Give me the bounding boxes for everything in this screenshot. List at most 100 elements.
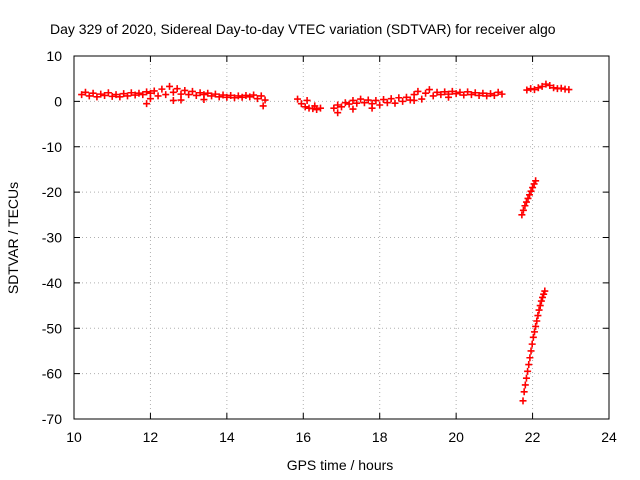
data-point (301, 103, 309, 111)
data-point (541, 287, 549, 295)
data-point (530, 328, 538, 336)
x-axis-label: GPS time / hours (287, 457, 394, 473)
data-point (303, 96, 311, 104)
y-axis-label: SDTVAR / TECUs (5, 182, 21, 294)
data-point (530, 86, 538, 94)
data-point (376, 101, 384, 109)
data-point (395, 94, 403, 102)
x-tick-label: 18 (372, 429, 388, 445)
data-point (422, 89, 430, 97)
data-point (112, 91, 120, 99)
data-point (535, 306, 543, 314)
data-point (387, 95, 395, 103)
x-tick-label: 20 (448, 429, 464, 445)
y-tick-label: -50 (42, 320, 62, 336)
data-point (78, 91, 86, 99)
data-point (433, 88, 441, 96)
y-tick-label: 10 (46, 48, 62, 64)
data-point (536, 302, 544, 310)
data-point (127, 89, 135, 97)
data-point (81, 88, 89, 96)
data-point (116, 93, 124, 101)
data-point (338, 103, 345, 111)
data-point (410, 91, 418, 99)
y-axis-ticks: 10 0 -10 -20 -30 -40 -50 -60 -70 (42, 48, 609, 427)
data-point (368, 104, 376, 112)
data-point (527, 85, 535, 93)
data-point (534, 312, 542, 320)
data-point (528, 340, 536, 348)
data-point (479, 89, 487, 97)
data-point (150, 87, 158, 95)
data-point (538, 82, 546, 90)
data-point (108, 92, 116, 100)
data-point (146, 95, 154, 103)
data-point (425, 86, 433, 94)
data-point (399, 97, 407, 105)
data-point (519, 206, 527, 214)
data-point (204, 89, 212, 97)
data-point (532, 322, 540, 330)
data-point (257, 92, 265, 100)
y-tick-label: -60 (42, 366, 62, 382)
data-point (208, 92, 216, 100)
data-point (487, 90, 495, 98)
data-point (565, 86, 573, 94)
data-point (259, 102, 267, 110)
data-point (97, 90, 105, 98)
data-point (534, 84, 542, 92)
data-point (364, 96, 372, 104)
data-point (353, 99, 361, 107)
data-point (192, 91, 200, 99)
data-point (234, 92, 242, 100)
data-point (341, 99, 349, 107)
y-tick-label: -20 (42, 184, 62, 200)
data-points (78, 80, 573, 405)
data-point (525, 361, 533, 369)
data-point (188, 87, 196, 95)
data-point (181, 86, 189, 94)
data-point (139, 91, 147, 99)
data-point (532, 177, 540, 185)
data-point (162, 91, 170, 99)
data-point (464, 88, 472, 96)
data-point (357, 95, 365, 103)
data-point (185, 91, 193, 99)
data-point (261, 96, 269, 104)
data-point (383, 99, 391, 107)
data-point (250, 91, 258, 99)
data-point (518, 211, 526, 219)
x-tick-label: 16 (295, 429, 311, 445)
data-point (231, 94, 238, 102)
data-point (169, 88, 177, 96)
data-point (542, 80, 550, 88)
data-point (533, 317, 541, 325)
data-point (349, 105, 357, 113)
y-tick-label: -30 (42, 230, 62, 246)
data-point (521, 202, 529, 210)
y-tick-label: -10 (42, 139, 62, 155)
data-point (537, 297, 545, 305)
data-point (101, 91, 109, 99)
data-point (529, 184, 537, 192)
data-point (524, 194, 532, 202)
data-point (173, 85, 181, 93)
data-point (219, 91, 227, 99)
data-point (124, 92, 131, 100)
data-point (135, 89, 143, 97)
data-point (311, 102, 319, 110)
data-point (414, 87, 422, 95)
data-point (546, 81, 554, 89)
data-point (360, 99, 368, 107)
data-point (372, 96, 380, 104)
data-point (143, 100, 151, 108)
data-point (166, 82, 174, 90)
x-axis-ticks: 10 12 14 16 18 20 22 24 (66, 56, 617, 445)
y-tick-label: -40 (42, 275, 62, 291)
data-point (521, 381, 529, 389)
data-point (131, 91, 139, 99)
data-point (490, 91, 498, 99)
data-point (313, 106, 321, 114)
data-point (494, 88, 502, 96)
